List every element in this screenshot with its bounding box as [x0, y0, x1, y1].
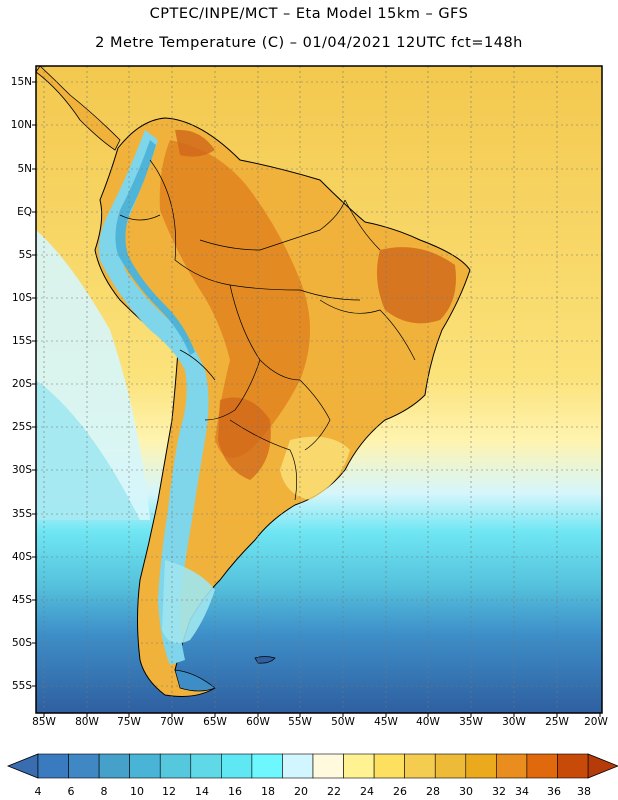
lat-label: 25S [11, 421, 32, 433]
chaco-hot-zone [218, 397, 271, 480]
colorbar-swatch [312, 753, 344, 779]
colorbar-label: 12 [162, 785, 176, 798]
andes-cold-band [98, 130, 209, 665]
colorbar-swatch [404, 753, 436, 779]
lat-label: 30S [11, 464, 32, 476]
lon-label: 25W [545, 716, 569, 728]
colorbar-swatch [373, 753, 405, 779]
patagonia-cool [162, 560, 215, 644]
colorbar-swatch [129, 753, 161, 779]
colorbar-label: 14 [195, 785, 209, 798]
lon-label: 75W [117, 716, 141, 728]
lat-label: 10N [10, 119, 32, 131]
lat-label: 5N [17, 163, 32, 175]
lon-label: 45W [374, 716, 398, 728]
colorbar-label: 30 [459, 785, 473, 798]
axis-ticks [32, 81, 601, 717]
colorbar-swatch [282, 753, 314, 779]
colorbar-label: 34 [515, 785, 529, 798]
map-title-line1: CPTEC/INPE/MCT – Eta Model 15km – GFS [149, 6, 469, 22]
colorbar-label: 26 [393, 785, 407, 798]
lon-label: 35W [459, 716, 483, 728]
colorbar-label: 28 [426, 785, 440, 798]
lat-label: 10S [11, 292, 32, 304]
colorbar-swatch [221, 753, 253, 779]
lon-label: 60W [246, 716, 270, 728]
interior-hot-zone [159, 140, 310, 458]
tierra-del-fuego [174, 669, 216, 692]
colorbar-label: 8 [100, 785, 108, 798]
south-brazil-cooler [280, 436, 350, 500]
colorbar-label: 20 [294, 785, 308, 798]
colorbar-label: 6 [67, 785, 75, 798]
pacific-mild-band [36, 380, 140, 520]
colorbar-swatch [526, 753, 558, 779]
colorbar-label: 16 [228, 785, 242, 798]
colorbar-label: 24 [360, 785, 374, 798]
venezuela-hot-zone [175, 129, 215, 157]
map-frame [35, 65, 603, 714]
lat-label: 15N [10, 76, 32, 88]
lon-label: 70W [160, 716, 184, 728]
colorbar-low-arrow [6, 753, 39, 779]
colorbar-label: 10 [130, 785, 144, 798]
colorbar-swatch [159, 753, 192, 779]
colorbar-swatch [68, 753, 100, 779]
lat-label: 20S [11, 378, 32, 390]
colorbar-swatch [251, 753, 283, 779]
andes-core-band [115, 140, 195, 355]
lon-label: 20W [584, 716, 608, 728]
colorbar-label: 22 [327, 785, 341, 798]
colorbar-label: 36 [547, 785, 561, 798]
lon-label: 55W [288, 716, 312, 728]
central-america-land [36, 66, 121, 151]
lat-label: 35S [11, 508, 32, 520]
colorbar-label: 38 [577, 785, 591, 798]
colorbar [6, 753, 618, 779]
lat-label: 15S [11, 335, 32, 347]
lat-label: 50S [11, 637, 32, 649]
colorbar-swatch [37, 753, 69, 779]
lon-label: 40W [416, 716, 440, 728]
lon-label: 85W [32, 716, 56, 728]
lat-label: EQ [17, 206, 32, 218]
colorbar-high-arrow [587, 753, 618, 779]
colorbar-swatch [98, 753, 130, 779]
colorbar-swatch [496, 753, 528, 779]
lon-label: 50W [331, 716, 355, 728]
colorbar-label: 18 [261, 785, 275, 798]
lat-label: 45S [11, 594, 32, 606]
colorbar-swatch [465, 753, 497, 779]
colorbar-label: 4 [34, 785, 42, 798]
colorbar-swatch [190, 753, 222, 779]
lon-label: 80W [75, 716, 99, 728]
lat-label: 40S [11, 551, 32, 563]
map-title-line2: 2 Metre Temperature (C) – 01/04/2021 12U… [95, 35, 523, 51]
colorbar-swatch [557, 753, 589, 779]
lat-label: 5S [18, 249, 32, 261]
colorbar-swatch [343, 753, 375, 779]
colorbar-swatch [434, 753, 467, 779]
lon-label: 65W [203, 716, 227, 728]
lon-label: 30W [502, 716, 526, 728]
country-borders [119, 159, 416, 501]
lat-label: 55S [11, 680, 32, 692]
graticule [36, 66, 602, 713]
colorbar-label: 32 [492, 785, 506, 798]
northeast-hot-zone [376, 247, 456, 324]
falkland-islands [254, 656, 276, 664]
